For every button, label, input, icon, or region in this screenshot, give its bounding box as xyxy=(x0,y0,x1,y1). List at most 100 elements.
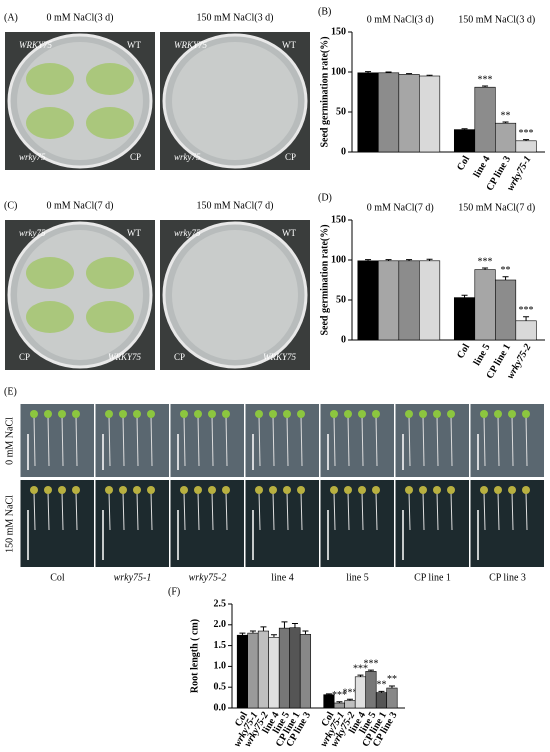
error-bar xyxy=(385,259,392,261)
seedlings xyxy=(86,257,134,289)
cotyledon xyxy=(58,410,66,418)
root xyxy=(300,491,303,531)
row-label: 150 mM NaCl xyxy=(4,495,15,553)
cotyledon xyxy=(269,410,277,418)
cotyledon xyxy=(222,486,230,494)
cotyledon xyxy=(433,410,441,418)
column-label: wrky75-1 xyxy=(114,572,152,583)
bar xyxy=(344,700,356,709)
root xyxy=(197,491,200,531)
root xyxy=(33,415,36,467)
seedlings xyxy=(26,63,74,95)
error-bar xyxy=(502,276,509,280)
root xyxy=(258,491,261,531)
root xyxy=(300,415,303,467)
error-bar xyxy=(260,626,267,632)
error-bar xyxy=(406,259,413,261)
plate-label: WT xyxy=(282,228,296,238)
error-bar xyxy=(302,630,309,635)
x-tick-label: line 4 xyxy=(472,154,493,179)
cotyledon xyxy=(330,410,338,418)
photo xyxy=(170,480,244,567)
photo xyxy=(95,480,169,567)
root xyxy=(347,415,350,467)
significance: ** xyxy=(376,680,386,691)
plate-label: wrky75 xyxy=(19,228,46,238)
root xyxy=(272,415,275,467)
y-axis-label: Root length ( cm) xyxy=(189,619,200,693)
bar xyxy=(495,122,517,153)
error-bar xyxy=(426,258,433,261)
cotyledon xyxy=(297,486,305,494)
cotyledon xyxy=(72,486,80,494)
plate-label: WRKY75 xyxy=(174,40,208,50)
cotyledon xyxy=(283,410,291,418)
error-bar xyxy=(357,674,364,677)
error-bar xyxy=(365,259,372,261)
column-label: line 5 xyxy=(346,572,369,583)
root xyxy=(108,491,111,531)
cotyledon xyxy=(44,486,52,494)
plate-label: WT xyxy=(127,228,141,238)
bar xyxy=(247,632,259,709)
photo xyxy=(245,480,319,567)
root xyxy=(183,491,186,531)
root xyxy=(225,415,228,467)
cotyledon xyxy=(480,486,488,494)
photo xyxy=(395,480,469,567)
cotyledon xyxy=(30,410,38,418)
error-bar xyxy=(325,693,332,695)
significance: *** xyxy=(478,256,493,267)
bar xyxy=(257,630,270,709)
panel-label: (B) xyxy=(318,6,331,17)
plate-title: 150 mM NaCl(7 d) xyxy=(197,200,274,211)
cotyledon xyxy=(133,410,141,418)
y-tick-label: 150 xyxy=(331,214,346,225)
cotyledon xyxy=(447,410,455,418)
row-label: 0 mM NaCl xyxy=(4,417,15,465)
error-bar xyxy=(291,623,298,628)
bar xyxy=(398,74,420,153)
root xyxy=(286,415,289,467)
plate-label: wrky75 xyxy=(174,228,201,238)
cotyledon xyxy=(180,486,188,494)
bar xyxy=(333,702,345,709)
bar xyxy=(236,634,248,709)
error-bar xyxy=(461,128,468,130)
photo xyxy=(470,480,544,567)
column-label: CP line 1 xyxy=(414,572,451,583)
cotyledon xyxy=(330,486,338,494)
bar xyxy=(357,72,379,153)
plate-label: WT xyxy=(282,40,296,50)
significance: *** xyxy=(519,305,534,316)
root xyxy=(61,415,64,467)
cotyledon xyxy=(372,486,380,494)
cotyledon xyxy=(447,486,455,494)
cotyledon xyxy=(194,410,202,418)
cotyledon xyxy=(358,410,366,418)
y-tick-label: 0 xyxy=(341,146,346,157)
bar xyxy=(375,692,388,709)
plate-label: CP xyxy=(19,352,30,362)
cotyledon xyxy=(297,410,305,418)
error-bar xyxy=(523,139,530,141)
seedlings xyxy=(86,63,134,95)
bar xyxy=(495,279,517,341)
root xyxy=(47,415,50,467)
plate-label: CP xyxy=(174,352,185,362)
plate-label: WRKY75 xyxy=(19,40,53,50)
cotyledon xyxy=(494,410,502,418)
error-bar xyxy=(406,73,413,75)
panel-label: (E) xyxy=(4,386,17,397)
panel-label: (A) xyxy=(4,12,18,23)
photo xyxy=(320,480,394,567)
bar xyxy=(386,687,398,709)
agar xyxy=(17,42,143,160)
root xyxy=(497,415,500,467)
root xyxy=(375,415,378,467)
significance: ** xyxy=(501,265,511,276)
column-label: Col xyxy=(50,572,65,583)
cotyledon xyxy=(522,410,530,418)
plate-label: WRKY75 xyxy=(263,352,297,362)
bar xyxy=(377,72,400,153)
